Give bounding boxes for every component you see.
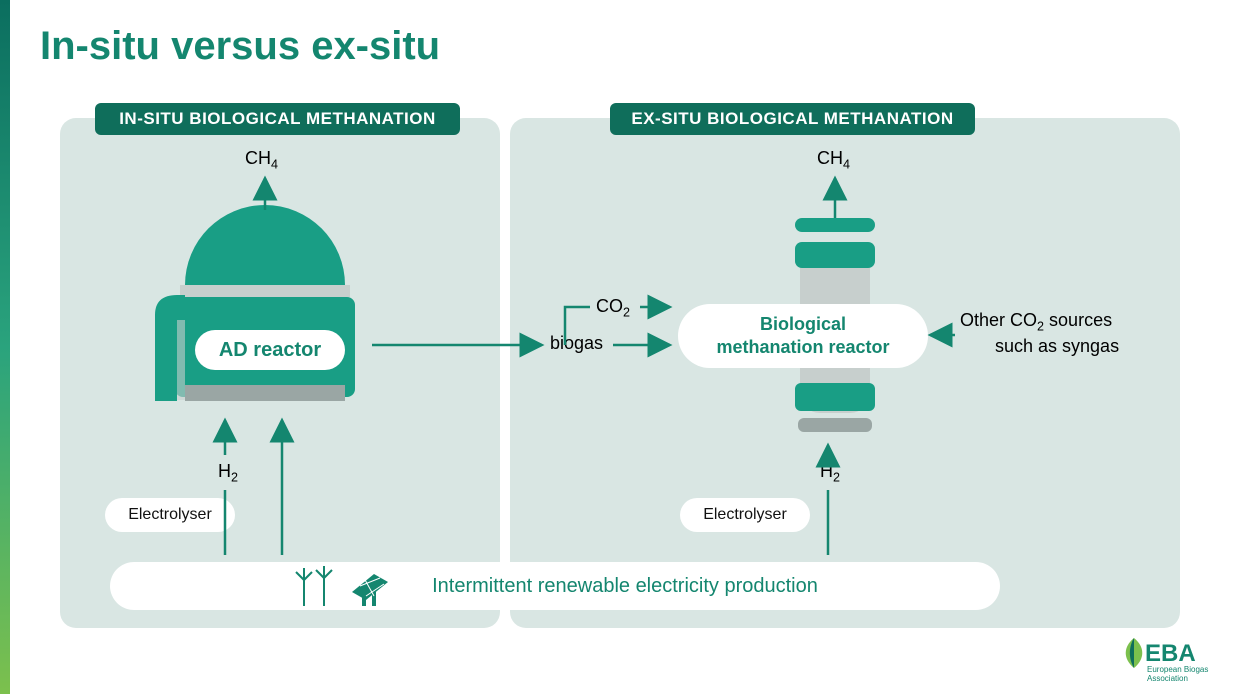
footer-text: Intermittent renewable electricity produ…	[432, 575, 818, 598]
label-h2-right: H2	[820, 461, 840, 485]
diagram-stage: In-situ versus ex-situ IN-SITU BIOLOGICA…	[0, 0, 1250, 694]
label-biogas: biogas	[550, 333, 603, 354]
header-ex-situ: EX-SITU BIOLOGICAL METHANATION	[610, 103, 975, 135]
left-gradient-bar	[0, 0, 10, 694]
ad-reactor-icon	[155, 195, 385, 415]
electrolyser-label-left: Electrolyser	[105, 498, 235, 532]
bio-reactor-label-line1: Biological	[716, 313, 889, 336]
label-other-co2: Other CO2 sources	[960, 310, 1112, 334]
header-in-situ: IN-SITU BIOLOGICAL METHANATION	[95, 103, 460, 135]
electrolyser-label-right: Electrolyser	[680, 498, 810, 532]
eba-logo-text: EBA	[1145, 640, 1196, 668]
wind-turbine-icon	[292, 566, 342, 606]
label-syngas: such as syngas	[995, 336, 1119, 357]
label-h2-left: H2	[218, 461, 238, 485]
label-ch4-right: CH4	[817, 148, 850, 172]
eba-logo-subtext: European Biogas Association	[1147, 666, 1208, 684]
eba-leaf-icon	[1120, 636, 1148, 670]
solar-panel-icon	[348, 566, 392, 606]
label-co2: CO2	[596, 296, 630, 320]
bio-reactor-label: Biological methanation reactor	[678, 304, 928, 368]
bio-reactor-label-line2: methanation reactor	[716, 336, 889, 359]
label-ch4-left: CH4	[245, 148, 278, 172]
page-title: In-situ versus ex-situ	[40, 24, 440, 69]
footer-renewable: Intermittent renewable electricity produ…	[110, 562, 1000, 610]
ad-reactor-label: AD reactor	[195, 330, 345, 370]
